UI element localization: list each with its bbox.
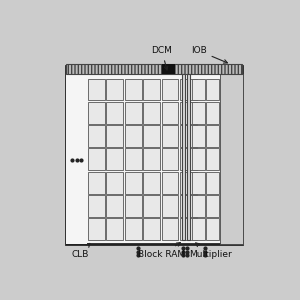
Bar [162, 64, 175, 74]
Bar [106, 218, 123, 240]
Bar [106, 172, 123, 194]
Text: Multiplier: Multiplier [189, 243, 232, 259]
Bar [192, 102, 205, 124]
Bar [192, 125, 205, 147]
Bar [162, 172, 178, 194]
Text: CLB: CLB [71, 243, 90, 259]
Bar [192, 79, 205, 101]
Bar [143, 102, 160, 124]
Bar [143, 218, 160, 240]
Bar [143, 125, 160, 147]
Bar [125, 195, 142, 217]
Bar [192, 218, 205, 240]
Bar [88, 148, 104, 170]
Bar [162, 195, 178, 217]
Bar [125, 102, 142, 124]
Bar [143, 148, 160, 170]
Bar [66, 64, 242, 74]
Bar [162, 125, 178, 147]
Bar [88, 102, 104, 124]
Bar [180, 172, 197, 194]
Bar [192, 172, 205, 194]
Bar [162, 148, 178, 170]
Bar [88, 125, 104, 147]
Bar [180, 102, 197, 124]
Bar [66, 66, 242, 244]
Bar [143, 79, 160, 101]
Bar [206, 79, 219, 101]
Bar [180, 218, 197, 240]
Bar [143, 172, 160, 194]
Bar [125, 172, 142, 194]
Bar [187, 74, 190, 240]
Bar [66, 74, 87, 244]
Bar [206, 172, 219, 194]
Bar [88, 79, 104, 101]
Bar [106, 102, 123, 124]
Text: DCM: DCM [152, 46, 172, 70]
Text: IOB: IOB [191, 46, 227, 63]
Bar [192, 195, 205, 217]
Bar [143, 195, 160, 217]
Bar [206, 148, 219, 170]
Bar [88, 218, 104, 240]
Bar [180, 79, 197, 101]
Bar [88, 195, 104, 217]
Bar [106, 79, 123, 101]
Bar [192, 148, 205, 170]
Bar [180, 148, 197, 170]
Bar [206, 195, 219, 217]
Bar [106, 125, 123, 147]
Bar [206, 218, 219, 240]
Bar [180, 125, 197, 147]
Bar [206, 102, 219, 124]
Bar [180, 195, 197, 217]
Bar [125, 218, 142, 240]
Text: Block RAM: Block RAM [138, 243, 185, 259]
Bar [106, 148, 123, 170]
Bar [162, 102, 178, 124]
Bar [88, 172, 104, 194]
Bar [182, 74, 185, 240]
Bar [125, 125, 142, 147]
Bar [220, 74, 243, 244]
Bar [125, 148, 142, 170]
Bar [206, 125, 219, 147]
Bar [162, 218, 178, 240]
Bar [162, 79, 178, 101]
Bar [106, 195, 123, 217]
Bar [125, 79, 142, 101]
